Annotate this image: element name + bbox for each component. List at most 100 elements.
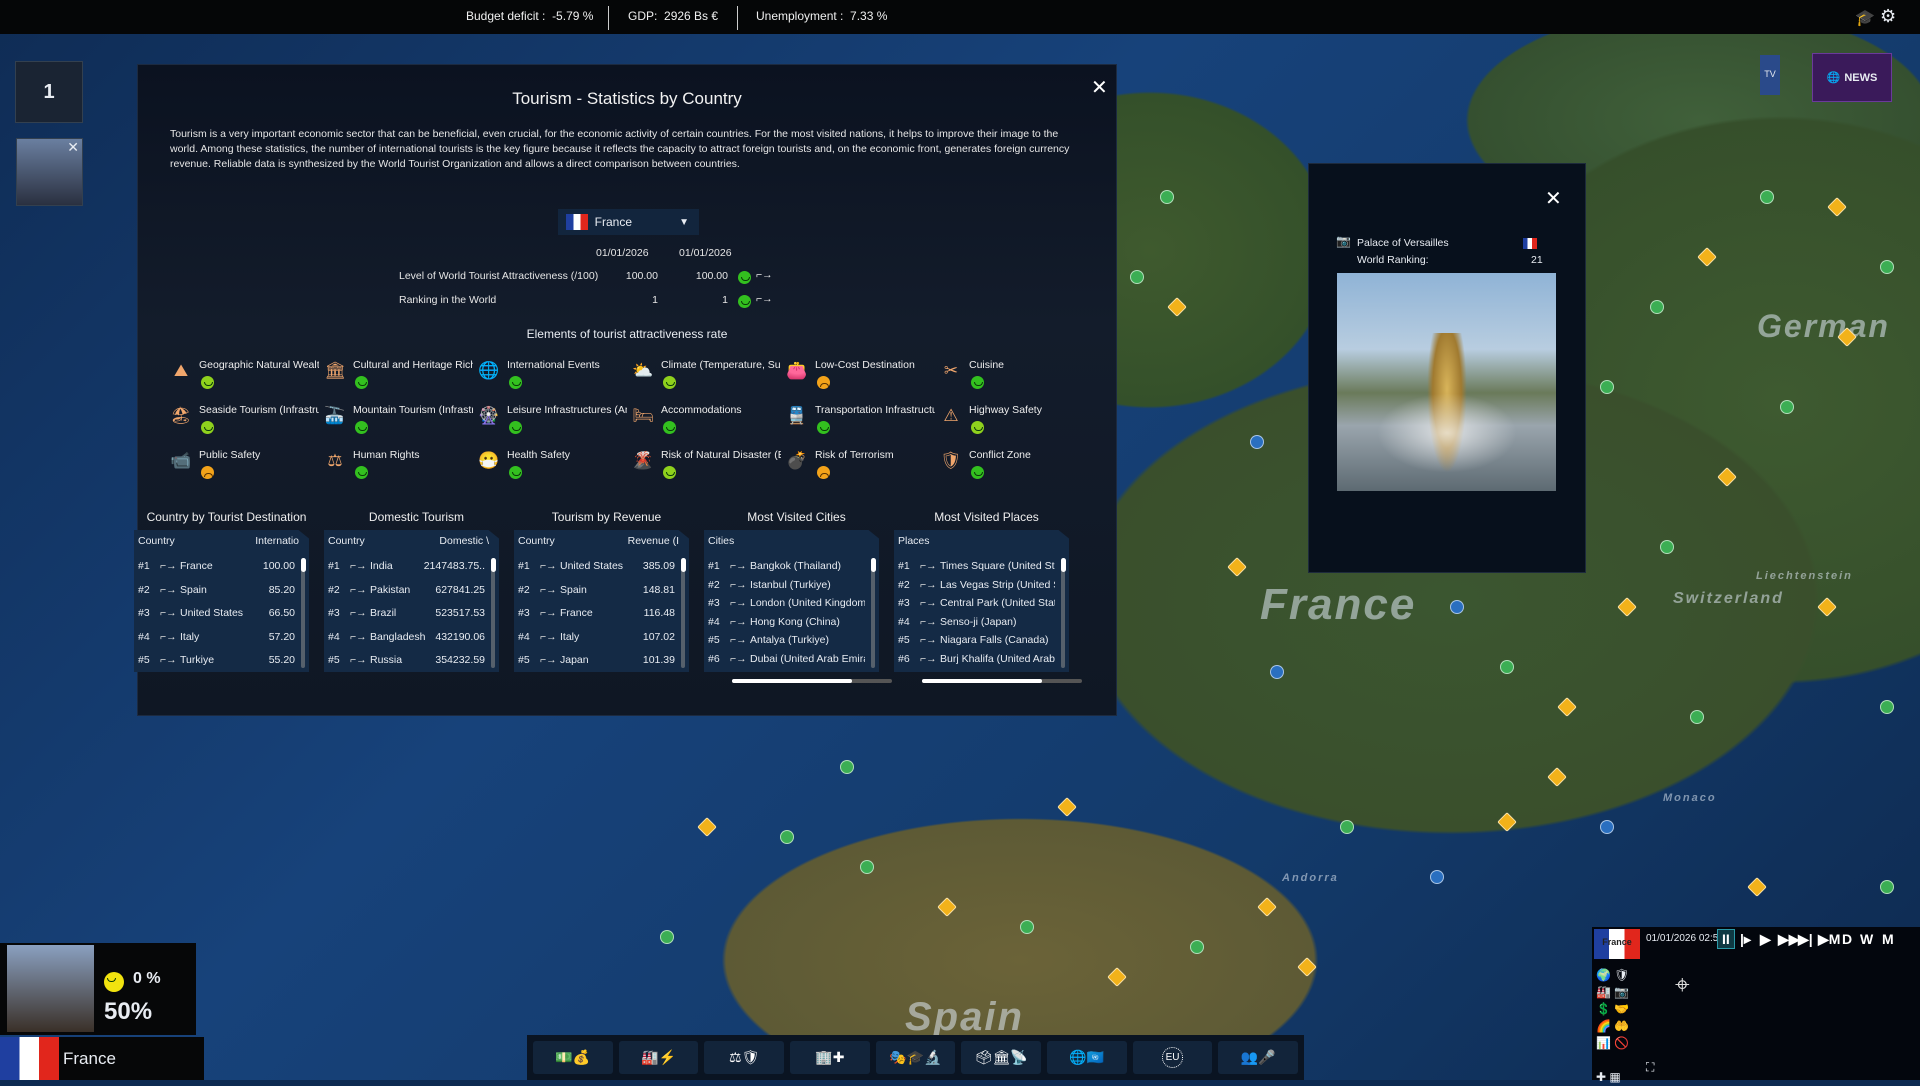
table-row[interactable]: #4 ⌐→ Senso-ji (Japan) (898, 613, 1055, 631)
map-marker-icon[interactable] (1557, 697, 1577, 717)
table-row[interactable]: #3 ⌐→ London (United Kingdom) (708, 594, 865, 612)
element-cuisine[interactable]: ✂ Cuisine (939, 359, 1089, 399)
cities-horizontal-scrollbar[interactable] (732, 679, 892, 683)
col-header[interactable]: Country (518, 535, 555, 547)
map-marker-icon[interactable] (1057, 797, 1077, 817)
education-icon[interactable]: 🎓 (1855, 10, 1875, 27)
table-row[interactable]: #3 ⌐→ Central Park (United States.. (898, 594, 1055, 612)
minimap-country-flag[interactable]: France (1594, 929, 1640, 959)
map-marker-icon[interactable] (1717, 467, 1737, 487)
table-row[interactable]: #7 ⌐→ Forbidden City (China) (898, 668, 1055, 672)
element-risk-of-natural-disaster-ea[interactable]: 🌋 Risk of Natural Disaster (Ea.. (631, 449, 781, 489)
map-marker-icon[interactable] (780, 830, 794, 844)
col-header[interactable]: Country (328, 535, 365, 547)
close-icon[interactable]: ✕ (67, 139, 79, 155)
element-conflict-zone[interactable]: 🛡 Conflict Zone (939, 449, 1089, 489)
map-filter-icons[interactable]: 🌍 🛡 🏭 📷 💲 🤝 🌈 🤲 📊 🚫 ✚ ▦ (1596, 968, 1630, 1084)
map-marker-icon[interactable] (1827, 197, 1847, 217)
news-button[interactable]: 🌐 NEWS (1812, 53, 1892, 102)
table-row[interactable]: #6 ⌐→ Burj Khalifa (United Arab En.. (898, 650, 1055, 668)
table-row[interactable]: #1 ⌐→ Times Square (United State.. (898, 557, 1055, 575)
month-button[interactable]: M (1882, 931, 1894, 947)
table-row[interactable]: #7 ⌐→ Macao (China) (708, 668, 865, 672)
map-marker-icon[interactable] (1020, 920, 1034, 934)
fast-forward-button[interactable]: ▶▶ (1778, 931, 1800, 947)
map-marker-icon[interactable] (660, 930, 674, 944)
map-marker-icon[interactable] (1600, 380, 1614, 394)
map-marker-icon[interactable] (1747, 877, 1767, 897)
col-header[interactable]: Internatio (255, 535, 299, 547)
table-row[interactable]: #1 ⌐→ Bangkok (Thailand) (708, 557, 865, 575)
table-row[interactable]: #2 ⌐→ Istanbul (Turkiye) (708, 576, 865, 594)
map-marker-icon[interactable] (697, 817, 717, 837)
slot-button[interactable]: 1 (15, 61, 83, 123)
table-row[interactable]: #3 ⌐→ United States 66.50 (138, 604, 295, 622)
element-highway-safety[interactable]: ⚠ Highway Safety (939, 404, 1089, 444)
culture-education-button[interactable]: 🎭🎓🔬 (875, 1041, 956, 1074)
leader-portrait[interactable] (7, 945, 94, 1032)
map-marker-icon[interactable] (1660, 540, 1674, 554)
table-row[interactable]: #5 ⌐→ Russia 354232.59 (328, 651, 485, 669)
map-marker-icon[interactable] (1880, 880, 1894, 894)
skip-button[interactable]: ▶| (1798, 931, 1813, 947)
focus-icon[interactable]: ⛶ (1646, 1060, 1655, 1074)
table-scrollbar[interactable] (680, 558, 686, 668)
element-health-safety[interactable]: 😷 Health Safety (477, 449, 627, 489)
economy-button[interactable]: 💵💰 (533, 1041, 613, 1074)
places-horizontal-scrollbar[interactable] (922, 679, 1082, 683)
table-row[interactable]: #5 ⌐→ Turkiye 55.20 (138, 651, 295, 669)
day-button[interactable]: D (1842, 931, 1853, 947)
col-header[interactable]: Revenue (I (627, 535, 679, 547)
week-button[interactable]: W (1860, 931, 1874, 947)
close-dialog-button[interactable]: ✕ (1091, 77, 1108, 99)
table-row[interactable]: #3 ⌐→ Brazil 523517.53 (328, 604, 485, 622)
map-marker-icon[interactable] (1650, 300, 1664, 314)
minister-portrait[interactable]: ✕ (16, 138, 83, 206)
table-row[interactable]: #4 ⌐→ Italy 107.02 (518, 628, 675, 646)
map-marker-icon[interactable] (1270, 665, 1284, 679)
tv-icon[interactable]: TV (1760, 55, 1780, 95)
map-marker-icon[interactable] (1500, 660, 1514, 674)
play-button[interactable]: ▶ (1760, 931, 1771, 947)
element-accommodations[interactable]: 🛏 Accommodations (631, 404, 781, 444)
diplomacy-un-button[interactable]: 🌐🇺🇳 (1047, 1041, 1127, 1074)
politics-media-button[interactable]: 🗳🏛📡 (961, 1041, 1042, 1074)
industry-energy-button[interactable]: 🏭⚡ (618, 1041, 699, 1074)
table-row[interactable]: #6 ⌐→ Dubai (United Arab Emirates.. (708, 650, 865, 668)
element-mountain-tourism-infrastru[interactable]: 🚠 Mountain Tourism (Infrastru.. (323, 404, 473, 444)
element-seaside-tourism-infrastruc[interactable]: 🏖 Seaside Tourism (Infrastruc.. (169, 404, 319, 444)
map-marker-icon[interactable] (937, 897, 957, 917)
pause-button[interactable]: II (1717, 929, 1735, 949)
close-popup-button[interactable]: ✕ (1545, 188, 1562, 210)
table-row[interactable]: #4 ⌐→ Hong Kong (China) (708, 613, 865, 631)
table-row[interactable]: #2 ⌐→ Las Vegas Strip (United Stat.. (898, 576, 1055, 594)
map-marker-icon[interactable] (1250, 435, 1264, 449)
col-header[interactable]: Cities (708, 535, 735, 547)
element-climate-temperature-suns[interactable]: ⛅ Climate (Temperature, Suns.. (631, 359, 781, 399)
map-marker-icon[interactable] (1107, 967, 1127, 987)
country-select[interactable]: France ▼ (558, 209, 699, 235)
table-scrollbar[interactable] (490, 558, 496, 668)
map-marker-icon[interactable] (1880, 260, 1894, 274)
map-marker-icon[interactable] (1600, 820, 1614, 834)
crosshair-icon[interactable]: ⌖ (1675, 969, 1690, 999)
element-geographic-natural-wealth[interactable]: ⛰ Geographic Natural Wealth (169, 359, 319, 399)
settings-gear-icon[interactable]: ⚙ (1880, 6, 1897, 26)
element-leisure-infrastructures-am[interactable]: 🎡 Leisure Infrastructures (Am.. (477, 404, 627, 444)
map-marker-icon[interactable] (860, 860, 874, 874)
map-marker-icon[interactable] (1780, 400, 1794, 414)
table-scrollbar[interactable] (300, 558, 306, 668)
element-transportation-infrastructu[interactable]: 🚆 Transportation Infrastructu.. (785, 404, 935, 444)
map-marker-icon[interactable] (840, 760, 854, 774)
table-row[interactable]: #4 ⌐→ Bangladesh 432190.06 (328, 628, 485, 646)
table-row[interactable]: #5 ⌐→ Antalya (Turkiye) (708, 631, 865, 649)
map-marker-icon[interactable] (1690, 710, 1704, 724)
step-button[interactable]: |▸ (1740, 931, 1751, 947)
map-marker-icon[interactable] (1497, 812, 1517, 832)
table-row[interactable]: #5 ⌐→ Japan 101.39 (518, 651, 675, 669)
table-row[interactable]: #2 ⌐→ Spain 148.81 (518, 581, 675, 599)
map-marker-icon[interactable] (1227, 557, 1247, 577)
col-header[interactable]: Domestic \ (439, 535, 489, 547)
map-marker-icon[interactable] (1340, 820, 1354, 834)
map-marker-icon[interactable] (1430, 870, 1444, 884)
